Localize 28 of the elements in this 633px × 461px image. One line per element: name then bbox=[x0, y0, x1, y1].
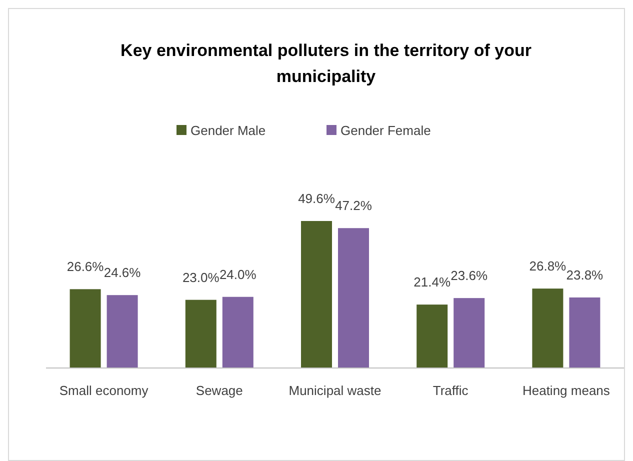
data-label: 49.6% bbox=[298, 191, 336, 206]
data-label: 24.0% bbox=[219, 266, 257, 282]
bar bbox=[185, 300, 216, 368]
bar bbox=[416, 304, 448, 368]
bar bbox=[301, 221, 332, 368]
data-label: 23.8% bbox=[566, 267, 604, 282]
x-tick-label: Municipal waste bbox=[288, 383, 382, 398]
bar bbox=[106, 295, 138, 368]
data-label: 47.2% bbox=[335, 198, 372, 214]
bar bbox=[569, 297, 600, 368]
bar bbox=[338, 228, 369, 368]
data-label: 24.6% bbox=[104, 265, 142, 280]
x-tick-label: Traffic bbox=[432, 383, 469, 398]
data-label: 23.6% bbox=[450, 268, 488, 284]
x-tick-label: Heating means bbox=[522, 383, 610, 398]
data-label: 21.4% bbox=[414, 274, 451, 290]
x-tick-label: Sewage bbox=[196, 383, 243, 398]
data-label: 26.8% bbox=[529, 258, 567, 274]
bar bbox=[532, 288, 564, 368]
legend-label: Gender Male bbox=[190, 123, 266, 138]
bar bbox=[222, 296, 254, 368]
x-tick-label: Small economy bbox=[59, 383, 149, 398]
bar bbox=[454, 298, 485, 368]
legend-label: Gender Female bbox=[340, 123, 431, 138]
data-label: 26.6% bbox=[66, 259, 104, 274]
chart-title: Key environmental polluters in the territory of your municipality bbox=[120, 41, 532, 86]
bar bbox=[70, 289, 101, 368]
data-label: 23.0% bbox=[182, 270, 220, 285]
